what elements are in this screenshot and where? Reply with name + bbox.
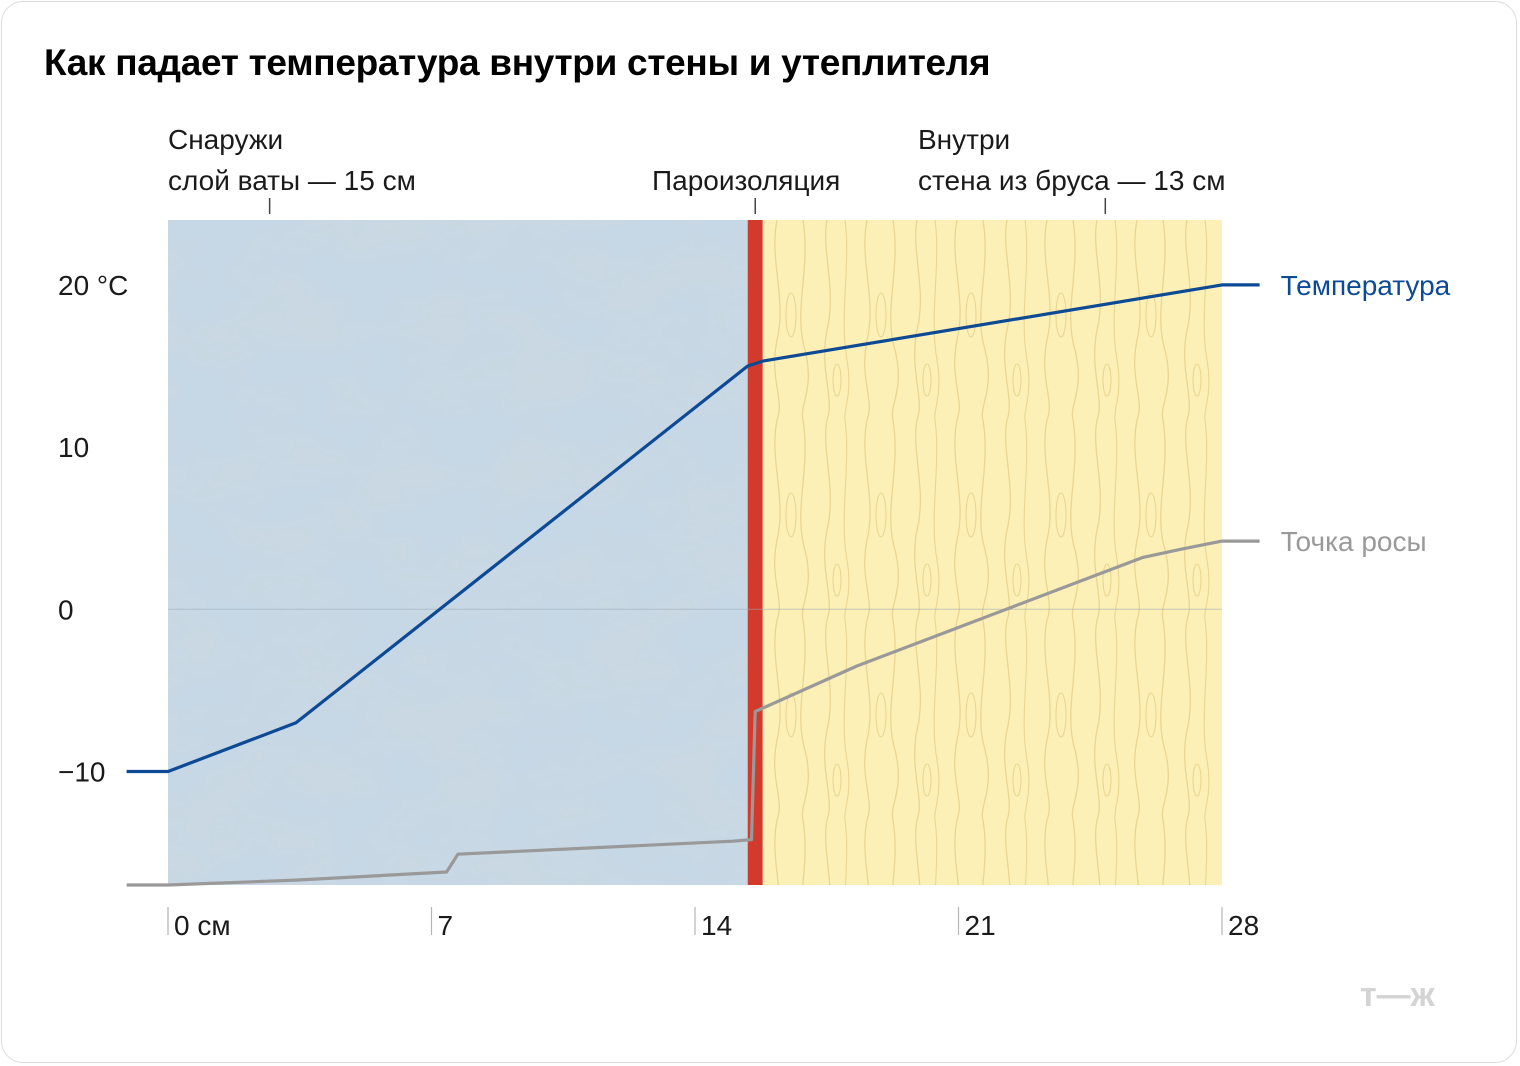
axes-layer: 20 °C 10 0 −10 0 см 7 14 21 28 <box>58 198 1259 941</box>
vapor-barrier-region <box>747 220 763 885</box>
legend-temperature: Температура <box>1281 270 1451 301</box>
y-tick-label: 10 <box>58 432 89 463</box>
chart-title: Как падает температура внутри стены и ут… <box>44 42 991 83</box>
y-tick-label: 20 °C <box>58 270 128 301</box>
temperature-line <box>126 283 1260 774</box>
region-backgrounds <box>168 220 1222 885</box>
x-tick-label: 7 <box>438 910 454 941</box>
series-layer <box>126 283 1260 887</box>
legend-dew-point: Точка росы <box>1281 526 1427 557</box>
x-tick-label: 21 <box>965 910 996 941</box>
y-tick-label: 0 <box>58 594 74 625</box>
insulation-texture <box>168 220 748 885</box>
x-tick-label: 0 см <box>174 910 231 941</box>
region-label: Снаружи <box>168 124 283 155</box>
region-label: Внутри <box>918 124 1010 155</box>
y-tick-label: −10 <box>58 756 106 787</box>
labels-layer: Снаружи слой ваты — 15 см Пароизоляция Внут… <box>168 124 1451 557</box>
region-label: стена из бруса — 13 см <box>918 165 1225 196</box>
brand-logo: т—ж <box>1360 976 1436 1014</box>
x-tick-label: 14 <box>701 910 732 941</box>
wood-grain-texture <box>762 220 1222 885</box>
dew-point-line <box>126 539 1260 887</box>
region-label: Пароизоляция <box>652 165 840 196</box>
region-label: слой ваты — 15 см <box>168 165 416 196</box>
x-tick-label: 28 <box>1228 910 1259 941</box>
